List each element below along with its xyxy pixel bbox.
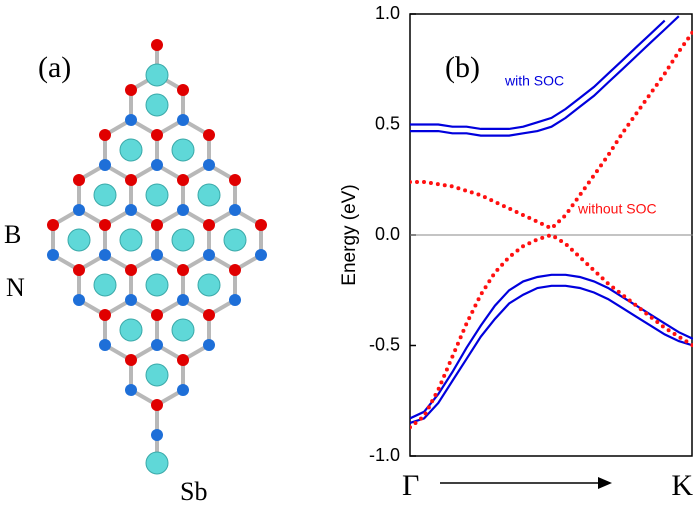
series-label: with SOC bbox=[504, 73, 564, 89]
atom-b bbox=[151, 309, 163, 321]
atom-b bbox=[125, 174, 137, 186]
atom-n bbox=[125, 294, 137, 306]
atom-n bbox=[151, 339, 163, 351]
atom-sb bbox=[223, 228, 247, 252]
atom-sb bbox=[145, 63, 169, 87]
atom-n bbox=[47, 249, 59, 261]
atom-n bbox=[203, 159, 215, 171]
atom-b bbox=[151, 399, 163, 411]
atom-sb bbox=[145, 451, 169, 475]
atom-label: B bbox=[4, 220, 21, 249]
atom-b bbox=[73, 264, 85, 276]
atom-b bbox=[177, 174, 189, 186]
atom-n bbox=[73, 204, 85, 216]
atom-b bbox=[151, 39, 163, 51]
atom-n bbox=[177, 384, 189, 396]
y-tick-label: 0.5 bbox=[375, 113, 400, 133]
atom-b bbox=[203, 309, 215, 321]
atom-sb bbox=[197, 183, 221, 207]
atom-sb bbox=[119, 228, 143, 252]
plot-area bbox=[410, 15, 693, 430]
atom-sb bbox=[171, 318, 195, 342]
atom-n bbox=[151, 429, 163, 441]
y-tick-label: -0.5 bbox=[369, 334, 400, 354]
y-axis-label: Energy (eV) bbox=[339, 184, 360, 285]
atom-sb bbox=[171, 138, 195, 162]
x-tick-label: Γ bbox=[402, 469, 419, 502]
atom-sb bbox=[119, 138, 143, 162]
x-tick-label: K bbox=[671, 469, 693, 502]
band-line bbox=[410, 29, 693, 231]
atom-sb bbox=[67, 228, 91, 252]
atom-n bbox=[151, 159, 163, 171]
atom-n bbox=[99, 339, 111, 351]
panel-label: (b) bbox=[445, 51, 480, 84]
arrow-head bbox=[598, 477, 612, 489]
atom-n bbox=[229, 204, 241, 216]
atom-b bbox=[229, 264, 241, 276]
atom-n bbox=[255, 249, 267, 261]
band-line bbox=[410, 19, 666, 130]
atom-n bbox=[177, 294, 189, 306]
atom-n bbox=[125, 114, 137, 126]
series-label: without SOC bbox=[577, 201, 657, 217]
y-tick-label: 1.0 bbox=[375, 3, 400, 23]
atom-b bbox=[151, 129, 163, 141]
atom-label: N bbox=[6, 273, 25, 302]
atom-n bbox=[99, 249, 111, 261]
atom-n bbox=[73, 294, 85, 306]
panel-label: (a) bbox=[38, 51, 71, 84]
band-line bbox=[410, 232, 693, 430]
atom-b bbox=[229, 174, 241, 186]
atom-sb bbox=[145, 273, 169, 297]
atom-n bbox=[177, 204, 189, 216]
atom-n bbox=[203, 339, 215, 351]
atom-n bbox=[177, 114, 189, 126]
atom-b bbox=[73, 174, 85, 186]
atom-n bbox=[203, 249, 215, 261]
atom-b bbox=[99, 219, 111, 231]
atom-b bbox=[47, 219, 59, 231]
atom-b bbox=[177, 264, 189, 276]
atom-sb bbox=[93, 273, 117, 297]
atom-b bbox=[203, 129, 215, 141]
atom-n bbox=[99, 159, 111, 171]
y-tick-label: 0.0 bbox=[375, 224, 400, 244]
band-line bbox=[410, 273, 693, 420]
structure bbox=[47, 39, 267, 475]
atom-b bbox=[177, 84, 189, 96]
atom-n bbox=[229, 294, 241, 306]
atom-b bbox=[99, 129, 111, 141]
atom-b bbox=[203, 219, 215, 231]
band-line bbox=[410, 284, 693, 424]
atom-sb bbox=[119, 318, 143, 342]
atom-b bbox=[125, 354, 137, 366]
band-line bbox=[410, 15, 680, 137]
atom-n bbox=[151, 249, 163, 261]
atom-sb bbox=[93, 183, 117, 207]
atom-sb bbox=[145, 93, 169, 117]
atom-n bbox=[125, 384, 137, 396]
atom-b bbox=[125, 84, 137, 96]
atom-b bbox=[177, 354, 189, 366]
atom-b bbox=[125, 264, 137, 276]
atom-b bbox=[99, 309, 111, 321]
atom-sb bbox=[145, 183, 169, 207]
atom-label: Sb bbox=[180, 477, 207, 506]
atom-sb bbox=[197, 273, 221, 297]
atom-n bbox=[125, 204, 137, 216]
atom-b bbox=[255, 219, 267, 231]
y-tick-label: -1.0 bbox=[369, 445, 400, 465]
atom-b bbox=[151, 219, 163, 231]
atom-sb bbox=[145, 363, 169, 387]
atom-sb bbox=[171, 228, 195, 252]
